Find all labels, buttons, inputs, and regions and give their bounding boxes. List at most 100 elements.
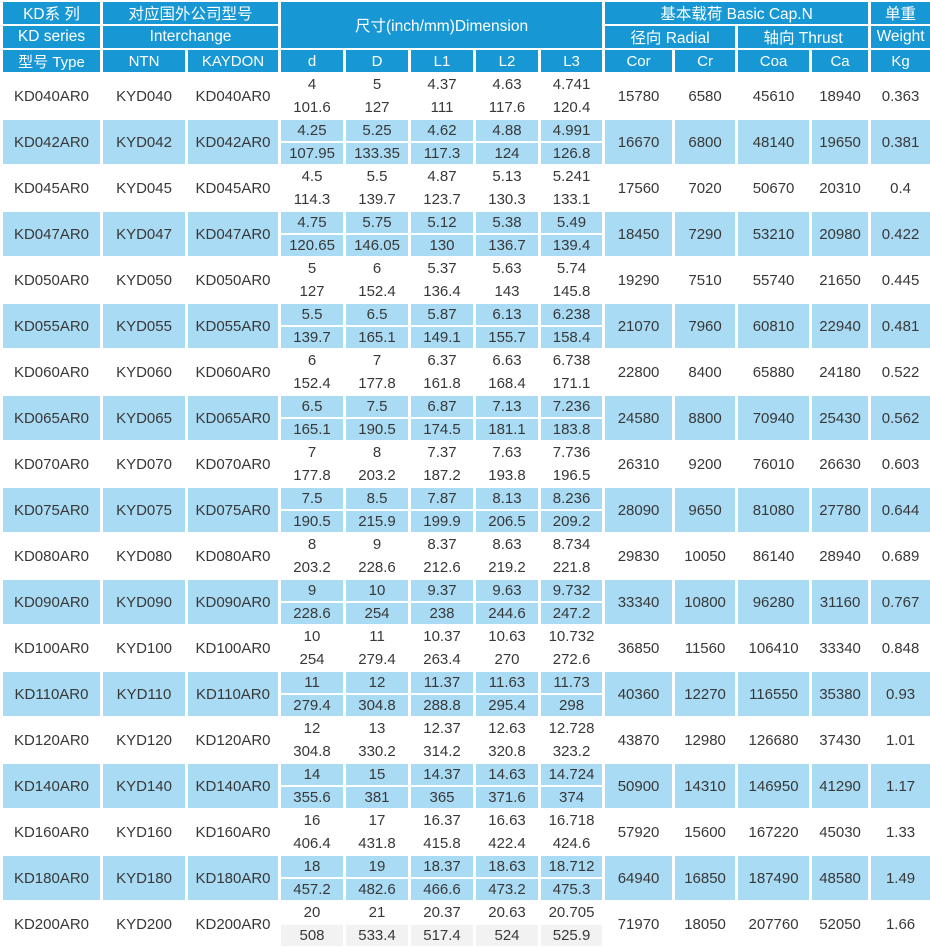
dim-L1-inch-cell: 11.37 — [410, 671, 475, 694]
ca-cell: 37430 — [811, 717, 870, 763]
dim-D-inch-cell: 13 — [345, 717, 410, 740]
model-cell: KD060AR0 — [2, 349, 102, 395]
dim-L2-inch-cell: 5.13 — [475, 165, 540, 188]
dim-L3-inch-cell: 10.732 — [540, 625, 604, 648]
dim-d-inch-cell: 16 — [280, 809, 345, 832]
dim-D-mm-cell: 304.8 — [345, 694, 410, 717]
dim-D-mm-cell: 279.4 — [345, 648, 410, 671]
weight-cn-header: 单重 — [870, 1, 930, 25]
dim-L3-mm-cell: 139.4 — [540, 234, 604, 257]
header-row-3: 型号 Type NTN KAYDON d D L1 L2 L3 Cor Cr C… — [2, 49, 930, 73]
dim-L2-mm-cell: 270 — [475, 648, 540, 671]
cr-cell: 8800 — [674, 395, 737, 441]
coa-cell: 116550 — [737, 671, 811, 717]
dim-d-inch-cell: 6.5 — [280, 395, 345, 418]
dim-L1-inch-cell: 5.37 — [410, 257, 475, 280]
dim-L2-mm-cell: 136.7 — [475, 234, 540, 257]
kg-cell: 0.445 — [870, 257, 930, 303]
ca-cell: 21650 — [811, 257, 870, 303]
dim-D-mm-cell: 190.5 — [345, 418, 410, 441]
model-cell: KD050AR0 — [2, 257, 102, 303]
cor-cell: 29830 — [604, 533, 674, 579]
dim-d-mm-cell: 120.65 — [280, 234, 345, 257]
model-cell: KD045AR0 — [2, 165, 102, 211]
dim-d-mm-cell: 152.4 — [280, 372, 345, 395]
dim-L3-inch-cell: 9.732 — [540, 579, 604, 602]
ca-cell: 22940 — [811, 303, 870, 349]
dim-D-mm-cell: 165.1 — [345, 326, 410, 349]
dim-L1-inch-cell: 8.37 — [410, 533, 475, 556]
dim-D-inch-cell: 7.5 — [345, 395, 410, 418]
dim-L1-inch-cell: 4.87 — [410, 165, 475, 188]
dim-d-inch-cell: 7.5 — [280, 487, 345, 510]
model-cell: KD047AR0 — [2, 211, 102, 257]
kg-cell: 0.93 — [870, 671, 930, 717]
dim-D-inch-cell: 5 — [345, 73, 410, 96]
dim-D-mm-cell: 133.35 — [345, 142, 410, 165]
kg-cell: 1.49 — [870, 855, 930, 901]
model-cell: KD040AR0 — [2, 73, 102, 119]
ntn-cell: KYD060 — [102, 349, 187, 395]
model-cell: KD120AR0 — [2, 717, 102, 763]
dim-L3-inch-cell: 8.236 — [540, 487, 604, 510]
dim-L1-mm-cell: 149.1 — [410, 326, 475, 349]
ntn-cell: KYD120 — [102, 717, 187, 763]
dim-d-inch-cell: 12 — [280, 717, 345, 740]
dim-D-inch-cell: 5.5 — [345, 165, 410, 188]
dim-L2-mm-cell: 117.6 — [475, 96, 540, 119]
dim-D-inch-cell: 12 — [345, 671, 410, 694]
ntn-cell: KYD042 — [102, 119, 187, 165]
dim-d-mm-cell: 107.95 — [280, 142, 345, 165]
cor-cell: 26310 — [604, 441, 674, 487]
cr-cell: 7960 — [674, 303, 737, 349]
kaydon-cell: KD055AR0 — [187, 303, 280, 349]
kaydon-cell: KD042AR0 — [187, 119, 280, 165]
dim-L1-mm-cell: 314.2 — [410, 740, 475, 763]
cor-cell: 43870 — [604, 717, 674, 763]
ntn-cell: KYD200 — [102, 901, 187, 947]
coa-cell: 45610 — [737, 73, 811, 119]
kaydon-cell: KD047AR0 — [187, 211, 280, 257]
dim-L3-mm-cell: 209.2 — [540, 510, 604, 533]
table-header: KD系 列 对应国外公司型号 尺寸(inch/mm)Dimension 基本载荷… — [2, 1, 930, 73]
kg-cell: 1.66 — [870, 901, 930, 947]
dim-L1-mm-cell: 123.7 — [410, 188, 475, 211]
kaydon-cell: KD040AR0 — [187, 73, 280, 119]
cor-cell: 16670 — [604, 119, 674, 165]
kaydon-cell: KD045AR0 — [187, 165, 280, 211]
cor-cell: 40360 — [604, 671, 674, 717]
cor-cell: 24580 — [604, 395, 674, 441]
coa-col-header: Coa — [737, 49, 811, 73]
dim-D-mm-cell: 146.05 — [345, 234, 410, 257]
kaydon-cell: KD140AR0 — [187, 763, 280, 809]
ntn-col-header: NTN — [102, 49, 187, 73]
dim-L3-inch-cell: 7.236 — [540, 395, 604, 418]
cr-cell: 7510 — [674, 257, 737, 303]
ntn-cell: KYD090 — [102, 579, 187, 625]
dim-D-inch-cell: 21 — [345, 901, 410, 924]
dim-d-mm-cell: 177.8 — [280, 464, 345, 487]
model-cell: KD090AR0 — [2, 579, 102, 625]
dim-D-mm-cell: 215.9 — [345, 510, 410, 533]
weight-en-header: Weight — [870, 25, 930, 49]
dim-d-inch-cell: 9 — [280, 579, 345, 602]
kg-cell: 0.644 — [870, 487, 930, 533]
dim-L1-mm-cell: 263.4 — [410, 648, 475, 671]
dim-D-inch-cell: 5.75 — [345, 211, 410, 234]
dim-L3-mm-cell: 120.4 — [540, 96, 604, 119]
model-cell: KD110AR0 — [2, 671, 102, 717]
dim-L1-mm-cell: 199.9 — [410, 510, 475, 533]
model-cell: KD160AR0 — [2, 809, 102, 855]
ca-cell: 20310 — [811, 165, 870, 211]
cor-cell: 17560 — [604, 165, 674, 211]
ca-cell: 52050 — [811, 901, 870, 947]
dim-L3-mm-cell: 196.5 — [540, 464, 604, 487]
dim-L1-col-header: L1 — [410, 49, 475, 73]
type-col-header: 型号 Type — [2, 49, 102, 73]
coa-cell: 50670 — [737, 165, 811, 211]
ca-cell: 25430 — [811, 395, 870, 441]
